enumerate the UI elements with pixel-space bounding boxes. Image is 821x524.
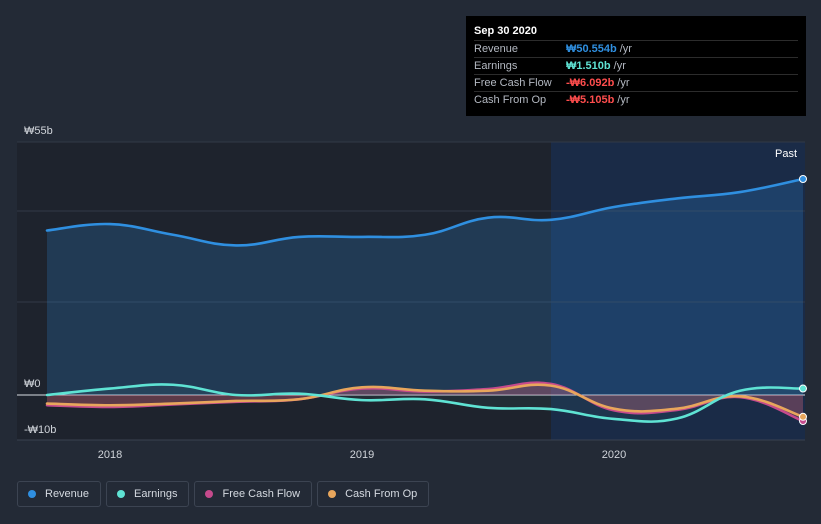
legend-item-cash-from-op[interactable]: Cash From Op bbox=[317, 481, 430, 507]
tooltip-unit: /yr bbox=[613, 60, 626, 72]
y-tick-label: ₩0 bbox=[24, 378, 41, 390]
tooltip-label: Earnings bbox=[474, 60, 518, 72]
tooltip-row-revenue: Revenue ₩50.554b /yr bbox=[474, 41, 798, 58]
past-label: Past bbox=[775, 148, 797, 160]
legend-label: Cash From Op bbox=[345, 488, 418, 500]
legend-label: Earnings bbox=[134, 488, 178, 500]
series-end-point-earnings bbox=[799, 384, 807, 393]
tooltip-unit: /yr bbox=[617, 94, 630, 106]
tooltip-value: -₩6.092b bbox=[566, 77, 615, 89]
tooltip-label: Cash From Op bbox=[474, 94, 547, 106]
legend-dot-icon bbox=[28, 490, 36, 498]
tooltip-unit: /yr bbox=[617, 77, 630, 89]
x-tick-label: 2020 bbox=[602, 449, 626, 461]
tooltip-date: Sep 30 2020 bbox=[474, 24, 798, 41]
tooltip-unit: /yr bbox=[619, 43, 632, 55]
tooltip-row-earnings: Earnings ₩1.510b /yr bbox=[474, 58, 798, 75]
legend-item-free-cash-flow[interactable]: Free Cash Flow bbox=[194, 481, 313, 507]
data-tooltip: Sep 30 2020 Revenue ₩50.554b /yr Earning… bbox=[466, 16, 806, 116]
tooltip-value: -₩5.105b bbox=[566, 94, 615, 106]
legend-label: Free Cash Flow bbox=[222, 488, 301, 500]
legend-dot-icon bbox=[328, 490, 337, 498]
series-line-revenue bbox=[45, 177, 805, 247]
x-tick-label: 2019 bbox=[350, 449, 374, 461]
chart-legend: Revenue Earnings Free Cash Flow Cash Fro… bbox=[17, 481, 430, 507]
series-line-earnings bbox=[45, 383, 805, 423]
series-area-earnings bbox=[47, 384, 803, 422]
y-tick-label: ₩55b bbox=[24, 125, 53, 137]
legend-item-earnings[interactable]: Earnings bbox=[106, 481, 190, 507]
tooltip-value: ₩1.510b bbox=[566, 60, 611, 72]
tooltip-row-free-cash-flow: Free Cash Flow -₩6.092b /yr bbox=[474, 75, 798, 92]
series-area-revenue bbox=[47, 179, 803, 395]
tooltip-label: Revenue bbox=[474, 43, 519, 55]
legend-dot-icon bbox=[117, 490, 126, 498]
legend-label: Revenue bbox=[45, 488, 90, 500]
legend-item-revenue[interactable]: Revenue bbox=[17, 481, 102, 507]
forecast-highlight-region bbox=[551, 142, 805, 440]
x-tick-label: 2018 bbox=[98, 449, 122, 461]
series-end-point-cash-from-op bbox=[799, 412, 807, 421]
tooltip-row-cash-from-op: Cash From Op -₩5.105b /yr bbox=[474, 92, 798, 108]
tooltip-label: Free Cash Flow bbox=[474, 77, 552, 89]
legend-dot-icon bbox=[205, 490, 214, 498]
y-tick-label: -₩10b bbox=[24, 424, 56, 436]
series-end-point-revenue bbox=[799, 174, 807, 183]
tooltip-value: ₩50.554b bbox=[566, 43, 617, 55]
series-line-cash-from-op bbox=[45, 383, 805, 419]
